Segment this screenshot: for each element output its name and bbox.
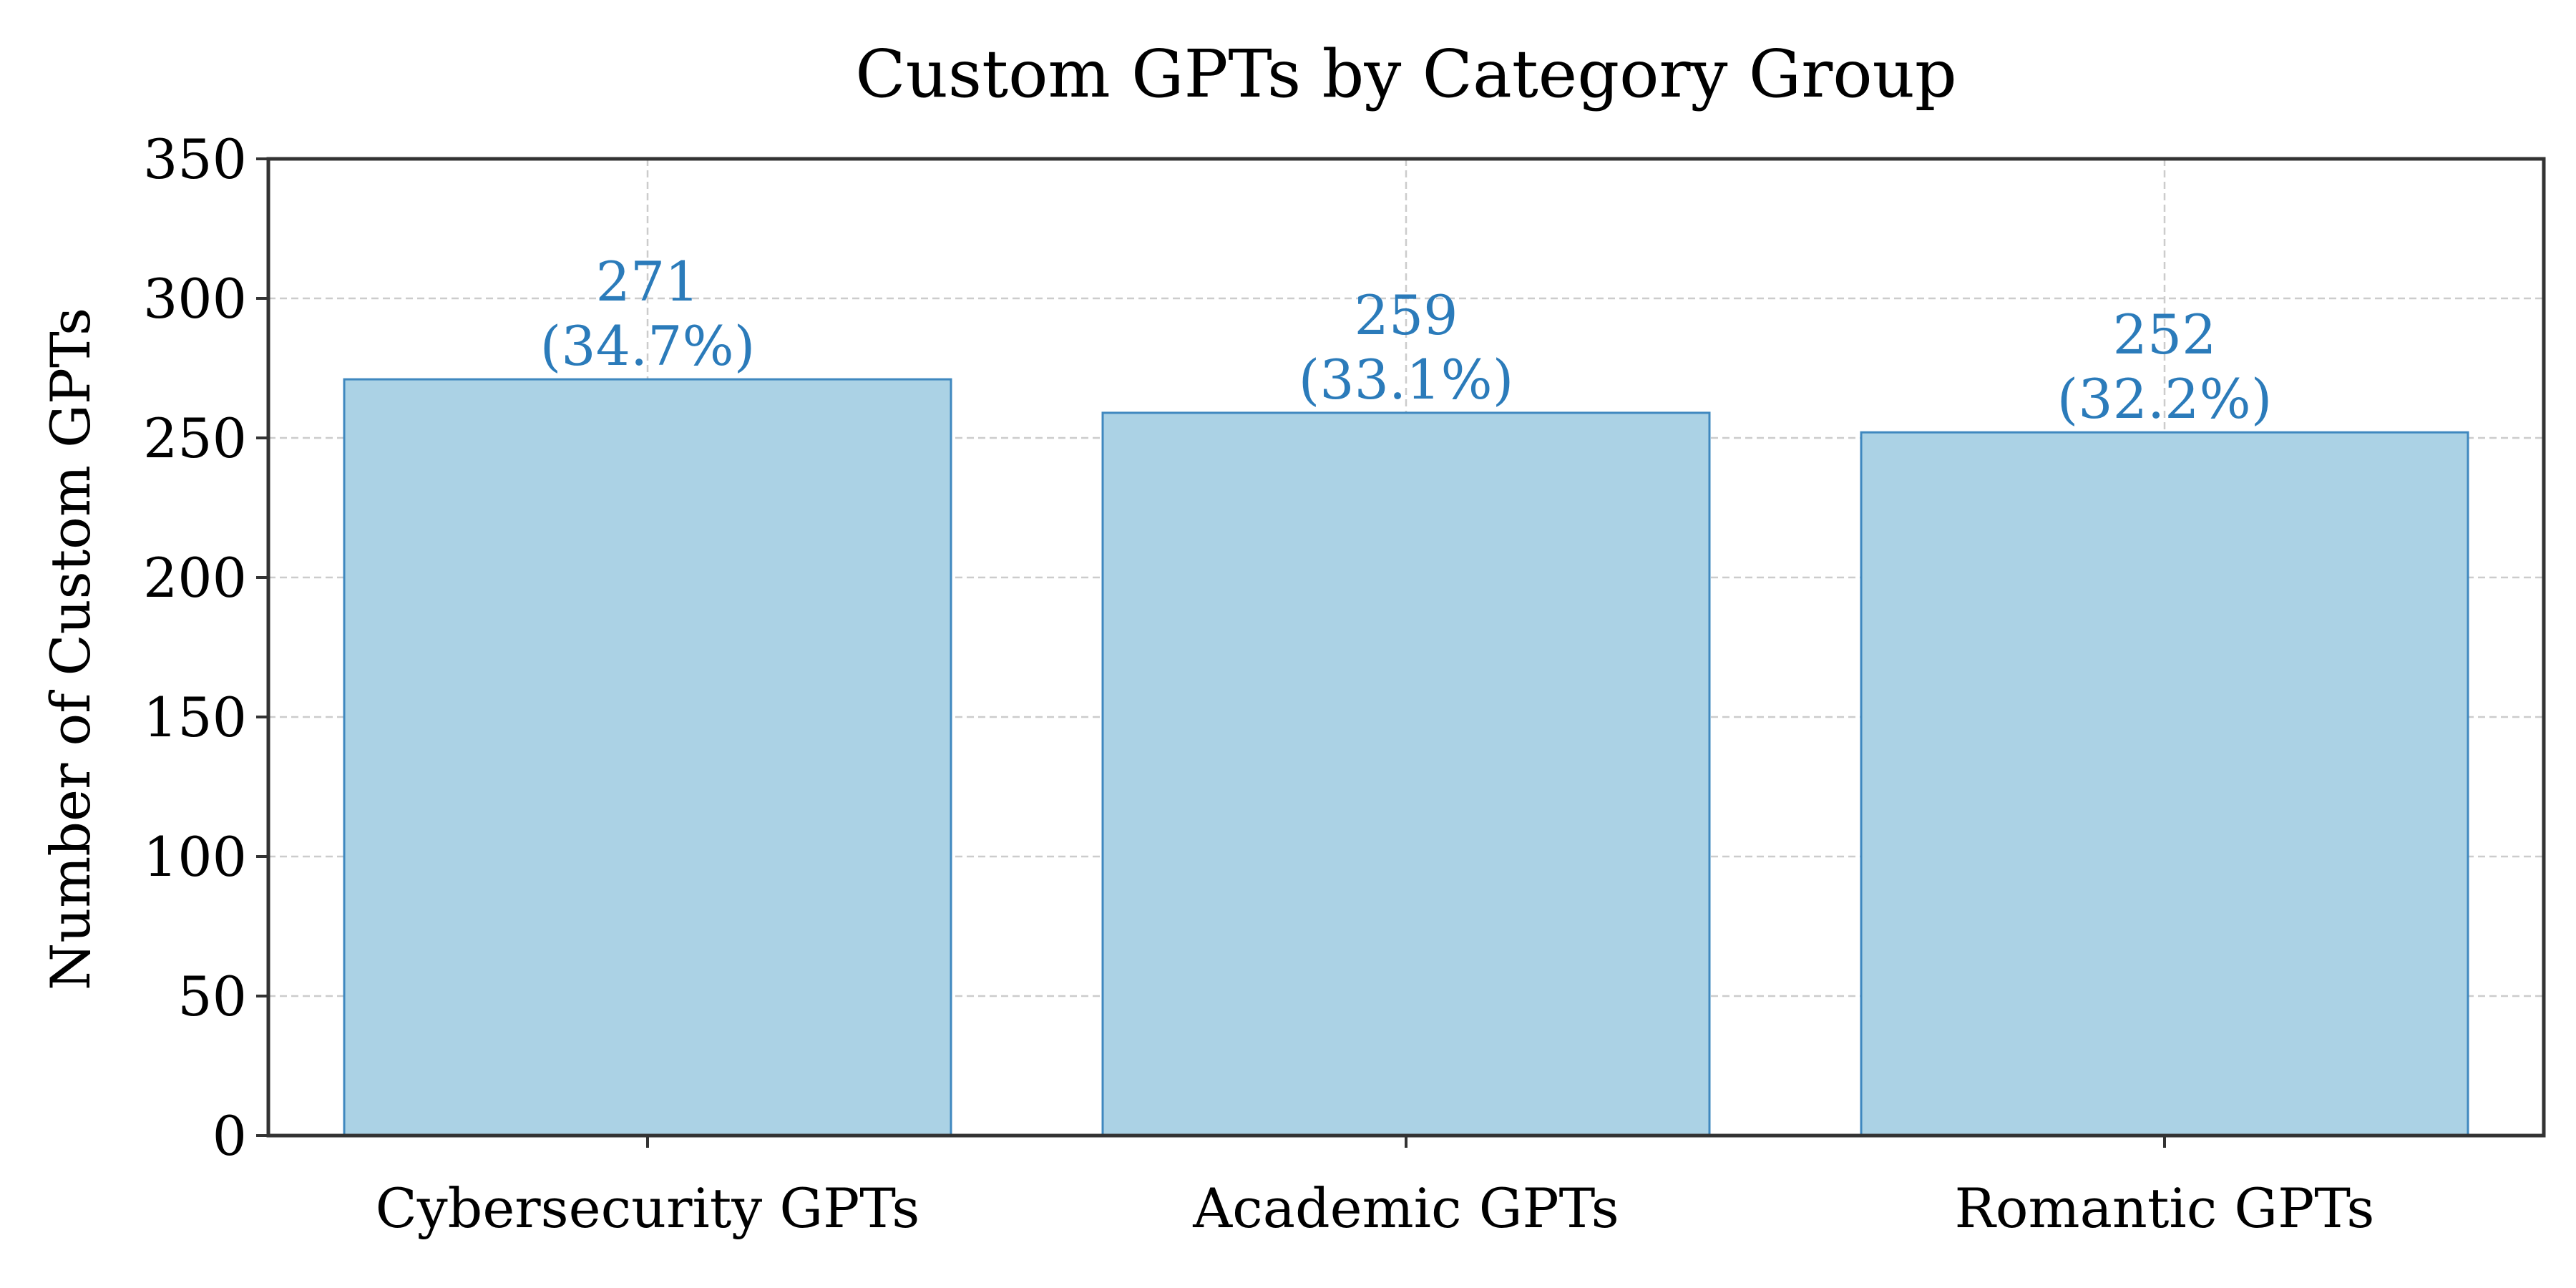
y-tick-label: 0 bbox=[213, 1104, 247, 1168]
y-tick-label: 350 bbox=[143, 127, 247, 191]
y-tick-label: 300 bbox=[143, 267, 247, 331]
bar-cybersecurity-gpts bbox=[343, 378, 952, 1137]
y-axis-label: Number of Custom GPTs bbox=[39, 308, 102, 990]
x-tick-label: Romantic GPTs bbox=[1955, 1176, 2375, 1240]
bar-value-label: 271 bbox=[595, 250, 699, 313]
y-tick-label: 250 bbox=[143, 406, 247, 470]
x-axis-ticks: Cybersecurity GPTs Academic GPTs Romantic … bbox=[376, 1136, 2375, 1240]
x-tick-label: Cybersecurity GPTs bbox=[376, 1176, 920, 1240]
y-axis-ticks: 0 50 100 150 200 250 300 350 bbox=[143, 127, 268, 1168]
y-tick-label: 100 bbox=[143, 825, 247, 889]
chart-title: Custom GPTs by Category Group bbox=[855, 36, 1956, 112]
bar-romantic-gpts bbox=[1860, 431, 2469, 1137]
x-tick-label: Academic GPTs bbox=[1192, 1176, 1619, 1240]
y-tick-label: 150 bbox=[143, 686, 247, 749]
bar-value-label: 259 bbox=[1354, 283, 1458, 347]
bar-academic-gpts bbox=[1101, 411, 1711, 1137]
bar-percent-label: (32.2%) bbox=[2057, 367, 2273, 431]
bar-percent-label: (33.1%) bbox=[1299, 348, 1514, 411]
bars bbox=[343, 378, 2469, 1137]
bar-percent-label: (34.7%) bbox=[540, 314, 756, 378]
y-tick-label: 200 bbox=[143, 546, 247, 610]
bar-value-label: 252 bbox=[2112, 303, 2216, 366]
y-tick-label: 50 bbox=[177, 965, 247, 1028]
bar-value-labels: 271(34.7%) 259(33.1%) 252(32.2%) bbox=[540, 250, 2273, 431]
